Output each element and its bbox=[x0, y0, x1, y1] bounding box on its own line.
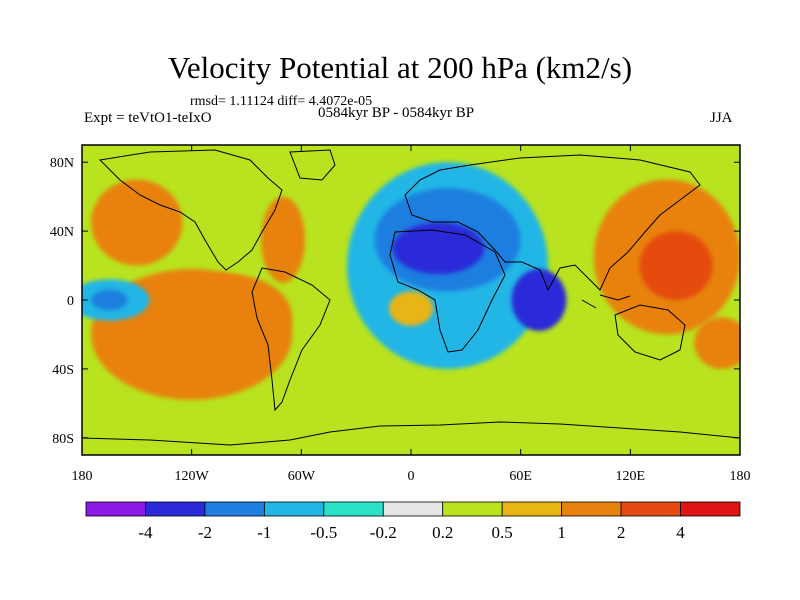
colorbar-swatch bbox=[263, 501, 325, 517]
coastline-indonesia bbox=[581, 294, 631, 309]
x-tick-label: 0 bbox=[408, 469, 415, 484]
experiment-label: Expt = teVtO1-teIxO bbox=[84, 110, 212, 126]
colorbar-swatch bbox=[561, 501, 622, 517]
field-region-north-america-east bbox=[261, 196, 305, 283]
field-region-central-pacific-core bbox=[91, 289, 128, 311]
colorbar-label: 4 bbox=[676, 523, 685, 542]
field-region-mediterranean-core bbox=[392, 222, 485, 275]
y-tick-label: 80N bbox=[50, 156, 74, 171]
x-tick-label: 60E bbox=[509, 469, 532, 484]
x-tick-label: 120E bbox=[616, 469, 646, 484]
colorbar-label: -1 bbox=[257, 523, 271, 542]
x-tick-label: 60W bbox=[288, 469, 316, 484]
field-region-indian-ocean-core bbox=[511, 269, 567, 331]
y-tick-label: 40N bbox=[50, 225, 74, 240]
colorbar-swatch bbox=[323, 501, 384, 517]
x-tick-label: 180 bbox=[72, 469, 93, 484]
period-label: 0584kyr BP - 0584kyr BP bbox=[318, 105, 475, 121]
field-region-north-america-positive bbox=[91, 179, 183, 266]
chart-title: Velocity Potential at 200 hPa (km2/s) bbox=[167, 50, 633, 85]
coastline-antarctica bbox=[82, 421, 740, 446]
colorbar-label: -0.2 bbox=[370, 523, 397, 542]
field-region-australia-east-positive bbox=[694, 317, 740, 369]
x-tick-label: 180 bbox=[730, 469, 751, 484]
colorbar-swatch bbox=[620, 501, 681, 517]
y-tick-label: 0 bbox=[67, 294, 74, 309]
coastline-greenland bbox=[289, 149, 336, 181]
field-region-south-atlantic-positive bbox=[389, 291, 433, 326]
axes: 180 120W 60W 0 60E 120E 180 80N 40N 0 40S 80S bbox=[50, 145, 751, 484]
coastline-europe-asia bbox=[404, 154, 701, 292]
field-region-east-pacific-core bbox=[164, 274, 293, 361]
y-tick-label: 40S bbox=[52, 363, 74, 378]
colorbar-swatch bbox=[382, 501, 444, 517]
colorbar: -4 -2 -1 -0.5 -0.2 0.2 0.5 1 2 4 bbox=[85, 501, 741, 542]
field-region-asia-pacific-core bbox=[639, 231, 713, 300]
stats-label: rmsd= 1.11124 diff= 4.4072e-05 bbox=[190, 94, 373, 109]
field-contours bbox=[82, 162, 740, 400]
season-label: JJA bbox=[710, 110, 733, 126]
y-tick-label: 80S bbox=[52, 432, 74, 447]
colorbar-label: -2 bbox=[198, 523, 212, 542]
colorbar-label: -0.5 bbox=[310, 523, 337, 542]
colorbar-swatch bbox=[145, 501, 206, 517]
colorbar-label: 2 bbox=[617, 523, 626, 542]
coastline-north-america bbox=[98, 149, 283, 271]
coastline-australia bbox=[614, 304, 686, 361]
colorbar-label: 0.2 bbox=[432, 523, 453, 542]
x-tick-label: 120W bbox=[175, 469, 210, 484]
colorbar-swatch bbox=[85, 501, 146, 517]
colorbar-swatch bbox=[680, 501, 741, 517]
colorbar-swatch bbox=[442, 501, 503, 517]
map-area bbox=[82, 145, 740, 455]
colorbar-label: 1 bbox=[557, 523, 566, 542]
coastline-south-america bbox=[251, 267, 331, 412]
colorbar-label: 0.5 bbox=[492, 523, 513, 542]
colorbar-swatch bbox=[501, 501, 563, 517]
coastline-africa bbox=[389, 229, 506, 353]
coastlines bbox=[82, 149, 740, 446]
colorbar-swatch bbox=[204, 501, 265, 517]
colorbar-label: -4 bbox=[138, 523, 153, 542]
